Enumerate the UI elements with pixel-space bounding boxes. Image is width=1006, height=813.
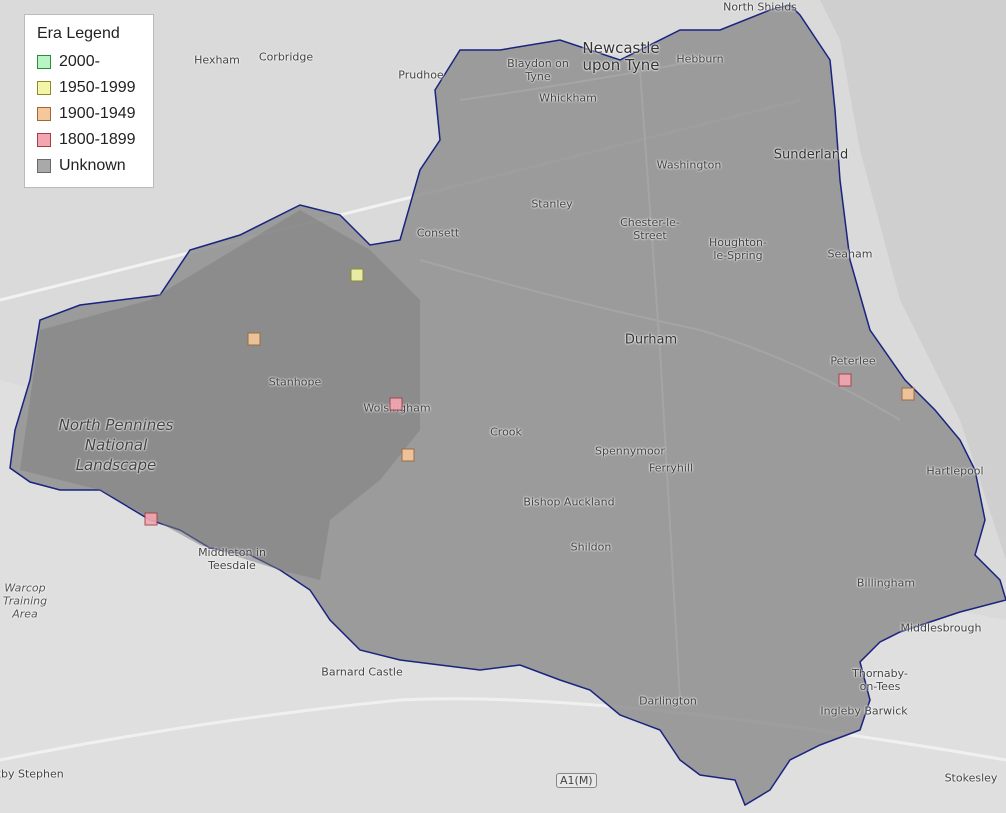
marker-1800-1899[interactable] (838, 373, 852, 387)
legend-label: 1950-1999 (59, 79, 136, 96)
park-label: North Pennines National Landscape (58, 416, 174, 474)
place-label: Shildon (570, 540, 612, 554)
place-label: Middlesbrough (900, 621, 982, 635)
marker-1900-1949[interactable] (401, 448, 415, 462)
county-durham-region[interactable] (9, 4, 1006, 807)
swatch-icon (37, 107, 51, 121)
marker-1950-1999[interactable] (350, 268, 364, 282)
legend-item: 1950-1999 (37, 75, 141, 101)
place-label: Thornaby-on-Tees (852, 667, 908, 693)
swatch-icon (37, 55, 51, 69)
place-label: Hartlepool (926, 464, 984, 478)
place-label: Bishop Auckland (523, 495, 615, 509)
legend-label: Unknown (59, 157, 126, 174)
legend-item: 2000- (37, 49, 141, 75)
place-label: Chester-le-Street (620, 216, 680, 242)
place-label: Houghton-le-Spring (709, 236, 767, 262)
place-label: Stanhope (268, 375, 322, 389)
place-label: Ingleby Barwick (820, 704, 908, 718)
era-legend: Era Legend 2000- 1950-1999 1900-1949 180… (24, 14, 154, 188)
marker-1900-1949[interactable] (901, 387, 915, 401)
place-label: Darlington (639, 694, 697, 708)
legend-label: 1900-1949 (59, 105, 136, 122)
legend-title: Era Legend (37, 25, 120, 42)
place-label: Durham (624, 332, 678, 348)
place-label: Seaham (827, 247, 873, 261)
place-label: Kirkby Stephen (0, 767, 64, 781)
place-label: Middleton in Teesdale (198, 546, 266, 572)
place-label: Whickham (539, 91, 597, 105)
place-label: North Shields (723, 0, 797, 14)
place-label: Spennymoor (595, 444, 665, 458)
place-label: Consett (416, 226, 460, 240)
place-label: Hexham (194, 53, 240, 67)
legend-item: 1900-1949 (37, 101, 141, 127)
marker-1800-1899[interactable] (389, 397, 403, 411)
place-label: Corbridge (258, 50, 314, 64)
place-label: Newcastle upon Tyne (582, 39, 660, 74)
place-label: Blaydon on Tyne (507, 57, 569, 83)
place-label: Sunderland (773, 147, 849, 163)
place-label: Stanley (531, 197, 573, 211)
place-label: Peterlee (830, 354, 876, 368)
place-label: Warcop Training Area (2, 581, 48, 621)
legend-item: Unknown (37, 153, 141, 179)
place-label: Ferryhill (649, 461, 693, 475)
legend-label: 2000- (59, 53, 100, 70)
place-label: Prudhoe (398, 68, 444, 82)
place-label: Barnard Castle (321, 665, 403, 679)
marker-1800-1899[interactable] (144, 512, 158, 526)
marker-1900-1949[interactable] (247, 332, 261, 346)
swatch-icon (37, 159, 51, 173)
swatch-icon (37, 133, 51, 147)
road-shield: A1(M) (556, 773, 597, 788)
place-label: Stokesley (944, 771, 998, 785)
place-label: Billingham (856, 576, 916, 590)
place-label: Washington (656, 158, 722, 172)
legend-item: 1800-1899 (37, 127, 141, 153)
place-label: Hebburn (676, 52, 724, 66)
place-label: Crook (490, 425, 522, 439)
swatch-icon (37, 81, 51, 95)
legend-label: 1800-1899 (59, 131, 136, 148)
